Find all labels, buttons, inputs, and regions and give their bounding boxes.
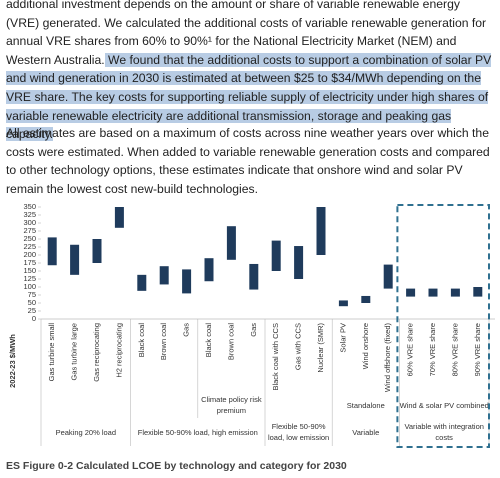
- bar: [271, 240, 281, 271]
- x-tick-label: Wind onshore: [361, 323, 370, 369]
- bar: [428, 288, 438, 297]
- bar: [204, 258, 214, 282]
- x-tick-label: Gas turbine large: [70, 323, 79, 381]
- figure-caption: ES Figure 0-2 Calculated LCOE by technol…: [6, 460, 347, 472]
- group-label: Flexible 50-90% load, high emission: [137, 427, 258, 437]
- y-tick-label: 75: [28, 290, 36, 299]
- y-tick-label: 225: [23, 242, 36, 251]
- y-tick-label: 350: [23, 202, 36, 211]
- bar: [383, 264, 393, 289]
- y-tick-label: 325: [23, 210, 36, 219]
- group-label-box: Variable: [352, 427, 380, 437]
- y-tick-label: 50: [28, 298, 36, 307]
- bar: [47, 237, 57, 266]
- y-tick-label: 275: [23, 226, 36, 235]
- y-tick-label: 300: [23, 218, 36, 227]
- paragraph: additional investment depends on the amo…: [6, 0, 494, 144]
- bar: [159, 266, 169, 285]
- x-tick-label: 90% VRE share: [473, 323, 482, 376]
- x-tick-label: Black coal with CCS: [271, 323, 280, 391]
- text: All estimates are based on a maximum of …: [6, 126, 490, 196]
- x-tick-label: Wind offshore (fixed): [383, 323, 392, 393]
- subgroup-label: Climate policy risk premium: [201, 395, 262, 415]
- x-tick-label: Brown coal: [226, 323, 235, 360]
- bar: [249, 263, 259, 290]
- x-tick-label: Gas turbine small: [47, 323, 56, 382]
- y-tick-label: 200: [23, 250, 36, 259]
- bar: [473, 287, 483, 297]
- paragraph: All estimates are based on a maximum of …: [6, 124, 494, 198]
- bar: [406, 288, 416, 297]
- x-tick-label: Black coal: [204, 323, 213, 358]
- group-label: Peaking 20% load: [55, 427, 117, 437]
- y-axis-label: 2022-23 $/MWh: [8, 334, 17, 388]
- highlight-box: [396, 204, 490, 448]
- y-tick-label: 175: [23, 258, 36, 267]
- x-tick-label: Gas: [182, 323, 191, 337]
- group-label-box: Flexible 50-90% load, high emission: [137, 427, 258, 437]
- y-tick-label: 100: [23, 282, 36, 291]
- bar: [450, 288, 460, 297]
- subgroup-label-box: Wind & solar PV combined: [399, 400, 489, 410]
- group-label-box: Variable with integration costs: [404, 422, 484, 442]
- x-tick-label: 80% VRE share: [450, 323, 459, 376]
- y-tick-label: 25: [28, 306, 36, 315]
- group-label-box: Peaking 20% load: [55, 427, 117, 437]
- bar: [114, 207, 124, 228]
- y-tick-label: 125: [23, 274, 36, 283]
- x-tick-label: H2 reciprocating: [114, 323, 123, 378]
- bar: [226, 226, 236, 260]
- group-label: Flexible 50-90% load, low emission: [267, 422, 330, 442]
- subgroup-label: Standalone: [346, 400, 385, 410]
- bar: [338, 300, 348, 307]
- subgroup-label-box: Standalone: [346, 400, 385, 410]
- bar: [92, 239, 102, 263]
- group-label: Variable: [352, 427, 380, 437]
- x-tick-label: Nuclear (SMR): [316, 323, 325, 373]
- subgroup-label: Wind & solar PV combined: [399, 400, 489, 410]
- x-tick-label: Brown coal: [159, 323, 168, 360]
- bar: [361, 295, 371, 303]
- x-tick-label: Black coal: [137, 323, 146, 358]
- x-tick-label: 70% VRE share: [428, 323, 437, 376]
- x-tick-label: Gas: [249, 323, 258, 337]
- y-tick-label: 250: [23, 234, 36, 243]
- y-tick-label: 0: [32, 314, 36, 323]
- bar: [316, 207, 326, 255]
- chart: 0255075100125150175200225250275300325350…: [8, 202, 495, 448]
- subgroup-label-box: Climate policy risk premium: [201, 395, 262, 415]
- x-tick-label: Solar PV: [338, 323, 347, 353]
- y-tick-label: 150: [23, 266, 36, 275]
- bar: [182, 269, 192, 294]
- group-label-box: Flexible 50-90% load, low emission: [267, 422, 330, 442]
- bar: [70, 244, 80, 275]
- x-tick-label: 60% VRE share: [406, 323, 415, 376]
- x-tick-label: Gas reciprocating: [92, 323, 101, 382]
- group-label: Variable with integration costs: [404, 422, 484, 442]
- text: additional investment depends on the amo…: [6, 0, 487, 67]
- bar: [294, 246, 304, 279]
- bar: [137, 274, 147, 291]
- x-tick-label: Gas with CCS: [294, 323, 303, 370]
